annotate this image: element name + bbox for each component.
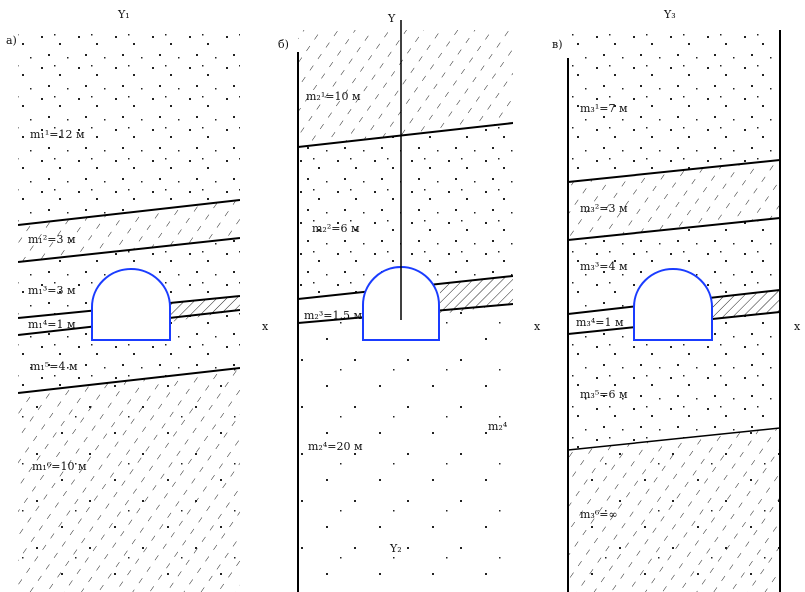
layer-label: m₃⁵=6 м xyxy=(580,388,628,401)
panel-a: Y₁ а) x m₁¹=12 м m₁²=3 м m₁³=3 м m₁⁴=1 м… xyxy=(6,8,269,592)
boundary-line xyxy=(298,122,513,148)
layer-c3 xyxy=(568,218,780,314)
panel-corner-label: в) xyxy=(552,38,562,51)
layer-label: m₁⁶=10 м xyxy=(32,460,87,473)
layer-label: m₂⁴=20 м xyxy=(308,440,363,453)
layer-label: m₂¹=10 м xyxy=(306,90,361,103)
layer-c1 xyxy=(568,30,780,182)
boundary-line xyxy=(18,199,240,226)
layer-label: m₃³=4 м xyxy=(580,260,628,273)
layer-b4 xyxy=(298,304,513,592)
boundary-line xyxy=(18,237,240,263)
side-label: m₂⁴ xyxy=(488,420,508,433)
layer-label: m₂³=1,5 м xyxy=(304,309,362,322)
layer-label: m₃¹=7 м xyxy=(580,102,628,115)
layer-a5 xyxy=(18,310,240,393)
boundary-line xyxy=(568,427,780,451)
layer-label: m₁³=3 м xyxy=(28,284,76,297)
layer-b3 xyxy=(440,276,513,314)
boundary-line xyxy=(18,367,240,394)
layer-label: m₃⁴=1 м xyxy=(576,316,624,329)
axis-label: Y₁ xyxy=(117,8,130,21)
layer-label: m₁¹=12 м xyxy=(30,128,85,141)
panel-corner-label: а) xyxy=(6,34,17,47)
side-mark: x xyxy=(262,320,269,333)
layer-label: m₂²=6 м xyxy=(312,222,360,235)
layer-label: m₃²=3 м xyxy=(580,202,628,215)
layer-label: m₁⁵=4 м xyxy=(30,360,78,373)
layer-c5 xyxy=(568,312,780,450)
tunnel-outline xyxy=(633,268,713,341)
side-mark: x xyxy=(534,320,541,333)
layer-b1 xyxy=(298,30,513,147)
layer-a1 xyxy=(18,30,240,225)
layer-label: m₁⁴=1 м xyxy=(28,318,76,331)
bottom-axis-label: Y₂ xyxy=(389,542,402,555)
axis-label: Y₃ xyxy=(663,8,676,21)
layer-c4 xyxy=(710,290,780,320)
axis-label: Y xyxy=(387,12,396,25)
panel-b: Y б) x m₂⁴ Y₂ m₂¹=10 м m₂²=6 м m₂³=1,5 м… xyxy=(278,12,541,592)
layer-label: m₁²=3 м xyxy=(28,233,76,246)
layer-label: m₃⁶=∞ xyxy=(580,508,618,521)
layer-a2 xyxy=(18,200,240,262)
panel-c: Y₃ в) x m₃¹=7 м m₃²=3 м m₃³=4 м m₃⁴=1 м … xyxy=(552,8,801,592)
boundary-line xyxy=(568,159,780,183)
layer-c2 xyxy=(568,160,780,240)
side-mark: x xyxy=(794,320,801,333)
panel-corner-label: б) xyxy=(278,38,289,51)
layer-b2 xyxy=(298,123,513,299)
tunnel-outline xyxy=(91,268,171,341)
boundary-line xyxy=(568,217,780,241)
